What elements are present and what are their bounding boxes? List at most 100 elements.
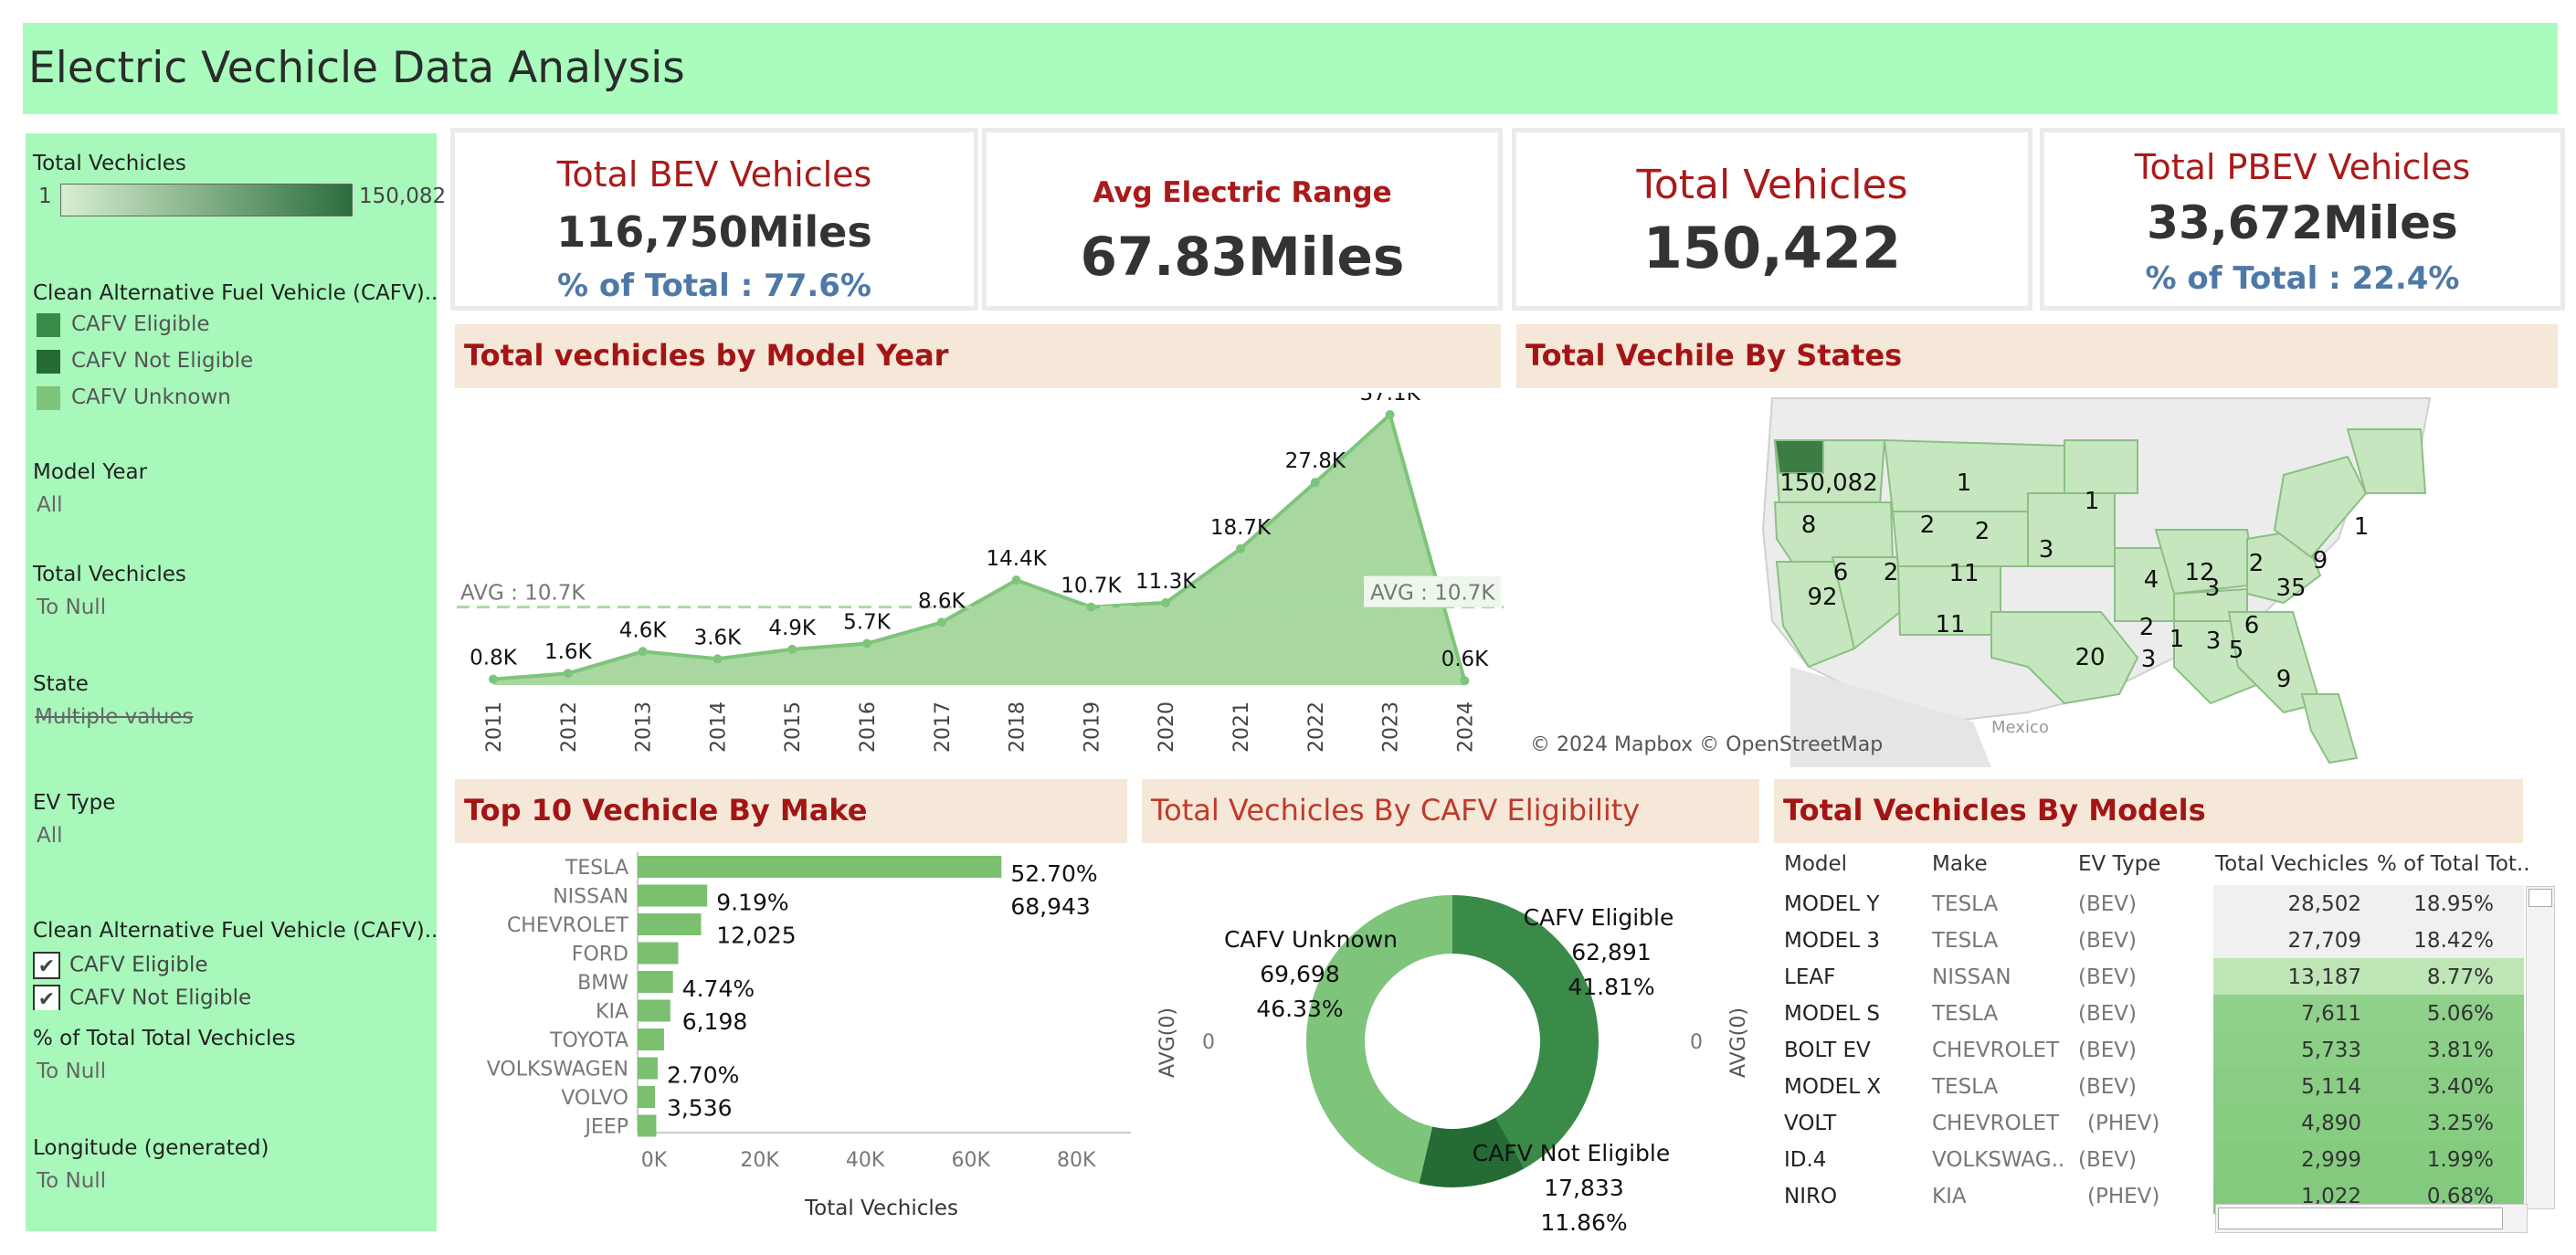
data-point[interactable] [1011,575,1021,585]
slice-cafv-not-eligible[interactable] [1419,1117,1525,1187]
state-shape[interactable] [2064,439,2138,494]
table-row[interactable]: LEAF NISSAN (BEV) 13,187 8.77% [1777,958,2558,995]
table-cell-ev: (BEV) [2078,1148,2137,1172]
heat-cell [2213,922,2524,958]
model-year-filter-value[interactable]: All [37,493,63,517]
bar[interactable] [638,856,1002,878]
bar[interactable] [638,971,673,993]
column-header[interactable]: Make [1932,852,1988,876]
column-header[interactable]: EV Type [2078,852,2161,876]
x-tick-label: 2015 [782,701,805,753]
state-count-label: 9 [2313,547,2328,575]
state-shape[interactable] [2227,611,2322,714]
table-cell-total: 5,733 [2301,1039,2361,1062]
state-count-label: 1 [2170,626,2185,653]
slice-count: 62,891 [1571,939,1651,965]
legend-item-cafv-not-eligible[interactable]: CAFV Not Eligible [37,349,253,374]
scrollbar-thumb[interactable] [2528,889,2552,907]
data-label: 0.8K [470,647,518,670]
data-point[interactable] [489,674,498,684]
vertical-scrollbar[interactable] [2526,886,2555,1209]
bar[interactable] [638,913,702,935]
data-label: 3.6K [694,626,743,649]
horizontal-scrollbar[interactable] [2215,1204,2528,1233]
x-tick-label: 2019 [1081,701,1103,753]
state-count-label: 20 [2075,644,2105,671]
bar[interactable] [638,1028,664,1050]
column-header[interactable]: Total Vechicles [2215,852,2369,876]
cafv-donut-chart[interactable]: AVG(0) AVG(0) 0 0 CAFV Eligible 62,891 41.… [1142,845,1772,1233]
data-label: 14.4K [986,547,1047,571]
legend-item-cafv-unknown[interactable]: CAFV Unknown [37,385,231,410]
bar[interactable] [638,1057,658,1080]
column-header[interactable]: Model [1784,852,1848,876]
scrollbar-thumb[interactable] [2218,1208,2503,1229]
state-count-label: 5 [2229,637,2244,664]
legend-item-cafv-eligible[interactable]: CAFV Eligible [37,312,210,337]
category-label: VOLVO [561,1087,628,1110]
data-label: 37.1K [1359,393,1420,406]
table-row[interactable]: MODEL 3 TESLA (BEV) 27,709 18.42% [1777,922,2558,958]
data-point[interactable] [1236,543,1245,554]
table-row[interactable]: ID.4 VOLKSWAG.. (BEV) 2,999 1.99% [1777,1141,2558,1177]
data-point[interactable] [936,617,946,628]
data-point[interactable] [1086,602,1096,612]
state-filter-value[interactable]: Multiple values [35,705,194,729]
column-header[interactable]: % of Total Tot.. [2377,852,2530,876]
slice-label: CAFV Eligible [1524,904,1674,931]
year-area-chart[interactable]: AVG : 10.7K AVG : 10.7K 0.8K 1.6K 4.6K 3.6K… [455,393,1505,758]
table-row[interactable]: MODEL X TESLA (BEV) 5,114 3.40% [1777,1068,2558,1104]
data-point[interactable] [1385,410,1395,419]
slice-cafv-eligible[interactable] [1452,895,1599,1169]
cafv-eligible-checkbox[interactable]: ✔ CAFV Eligible [33,952,208,979]
pct-total-filter-value[interactable]: To Null [37,1060,107,1083]
table-cell-ev: (PHEV) [2087,1185,2160,1208]
slice-cafv-unknown[interactable] [1305,895,1452,1184]
cafv-not-eligible-checkbox[interactable]: ✔ CAFV Not Eligible [33,985,251,1010]
data-point[interactable] [713,654,723,664]
longitude-filter-value[interactable]: To Null [37,1169,107,1193]
make-bar-chart[interactable]: TESLA NISSAN CHEVROLET FORD BMW KIA TOYOTA VOLK… [455,845,1131,1233]
bar[interactable] [638,1086,656,1108]
ev-type-filter-value[interactable]: All [37,824,63,848]
table-cell-pct: 18.95% [2413,892,2494,916]
state-shape[interactable] [1891,511,2029,567]
state-count-label: 3 [2141,646,2157,673]
state-shape[interactable] [1775,561,1856,669]
pct-total-filter-label: % of Total Total Vechicles [33,1027,296,1050]
table-row[interactable]: MODEL Y TESLA (BEV) 28,502 18.95% [1777,885,2558,922]
data-point[interactable] [638,647,648,657]
state-shape[interactable] [2273,455,2368,559]
bar[interactable] [638,884,708,907]
title-bar: Electric Vechicle Data Analysis [23,23,2558,114]
table-cell-model: VOLT [1784,1112,1837,1135]
total-vehicles-filter-value[interactable]: To Null [37,596,107,619]
state-shape-washington[interactable] [1773,439,1824,474]
table-row[interactable]: BOLT EV CHEVROLET (BEV) 5,733 3.81% [1777,1031,2558,1068]
data-point[interactable] [862,638,871,649]
table-row[interactable]: MODEL S TESLA (BEV) 7,611 5.06% [1777,995,2558,1031]
table-row[interactable]: VOLT CHEVROLET (PHEV) 4,890 3.25% [1777,1104,2558,1141]
data-point[interactable] [1460,676,1470,686]
bar[interactable] [638,999,670,1022]
state-shape[interactable] [2300,693,2359,765]
heat-cell [2213,1104,2524,1141]
state-count-label: 3 [2205,575,2221,602]
data-point[interactable] [563,669,573,679]
state-count-label: 12 [2184,559,2214,586]
x-tick-label: 2023 [1380,701,1403,753]
data-point[interactable] [787,644,797,654]
x-tick-label: 2013 [633,701,656,753]
state-shape[interactable] [2346,428,2427,494]
data-point[interactable] [1310,478,1320,488]
bar[interactable] [638,1114,657,1137]
table-cell-model: MODEL S [1784,1002,1880,1026]
checkbox[interactable]: ✔ [33,952,60,979]
state-shape[interactable] [1990,611,2139,705]
state-count-label: 150,082 [1779,469,1878,497]
data-point[interactable] [1161,597,1171,607]
table-cell-make: TESLA [1932,892,1999,916]
checkbox[interactable]: ✔ [33,985,60,1010]
bar[interactable] [638,942,679,965]
